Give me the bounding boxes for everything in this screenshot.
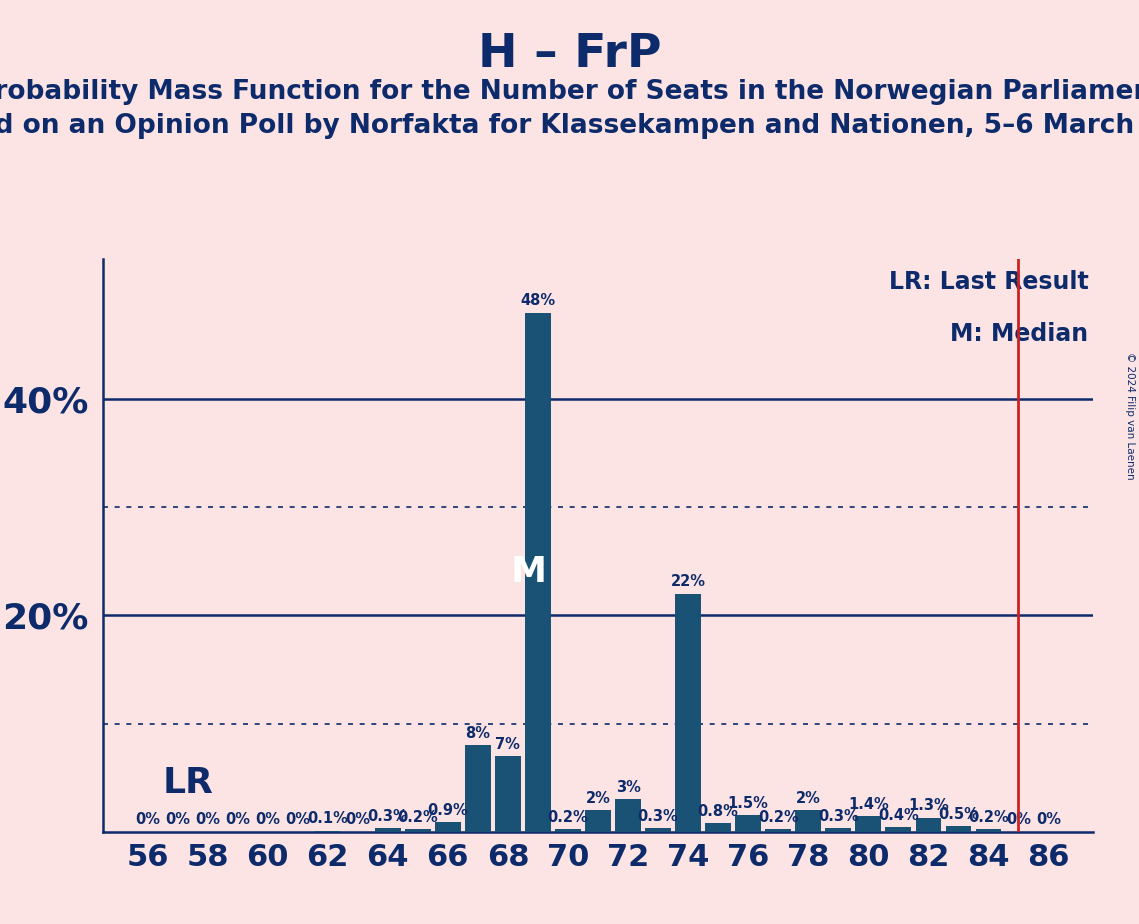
Text: 0.5%: 0.5% — [937, 807, 978, 821]
Bar — [615, 799, 641, 832]
Text: 0%: 0% — [285, 812, 310, 827]
Text: 2%: 2% — [796, 791, 820, 806]
Text: M: Median: M: Median — [950, 322, 1089, 346]
Bar — [705, 823, 731, 832]
Text: 0%: 0% — [165, 812, 190, 827]
Text: LR: Last Result: LR: Last Result — [888, 270, 1089, 294]
Bar — [316, 831, 341, 832]
Bar — [525, 312, 550, 832]
Text: 0%: 0% — [255, 812, 280, 827]
Bar — [945, 826, 972, 832]
Text: 0.3%: 0.3% — [368, 809, 408, 824]
Text: 1.5%: 1.5% — [728, 796, 769, 811]
Text: 8%: 8% — [466, 726, 491, 741]
Text: 48%: 48% — [521, 294, 556, 309]
Text: 0.4%: 0.4% — [878, 808, 919, 823]
Bar — [465, 745, 491, 832]
Text: 1.4%: 1.4% — [847, 797, 888, 812]
Bar — [435, 821, 460, 832]
Text: 7%: 7% — [495, 736, 521, 751]
Text: 0.2%: 0.2% — [968, 810, 1009, 825]
Bar — [585, 810, 611, 832]
Text: 0.3%: 0.3% — [818, 809, 859, 824]
Text: Based on an Opinion Poll by Norfakta for Klassekampen and Nationen, 5–6 March 20: Based on an Opinion Poll by Norfakta for… — [0, 113, 1139, 139]
Bar — [405, 830, 431, 832]
Bar — [885, 827, 911, 832]
Text: © 2024 Filip van Laenen: © 2024 Filip van Laenen — [1125, 352, 1134, 480]
Text: 0%: 0% — [136, 812, 161, 827]
Text: 0.1%: 0.1% — [308, 811, 349, 826]
Text: 0.8%: 0.8% — [698, 804, 738, 819]
Bar — [916, 818, 941, 832]
Text: 0.2%: 0.2% — [548, 810, 589, 825]
Text: 22%: 22% — [671, 575, 705, 590]
Text: 2%: 2% — [585, 791, 611, 806]
Text: 0%: 0% — [345, 812, 370, 827]
Text: 0.2%: 0.2% — [398, 810, 439, 825]
Bar — [736, 815, 761, 832]
Bar — [375, 828, 401, 832]
Text: H – FrP: H – FrP — [477, 32, 662, 78]
Bar — [646, 828, 671, 832]
Bar — [855, 817, 880, 832]
Bar — [826, 828, 851, 832]
Bar — [555, 830, 581, 832]
Text: LR: LR — [163, 766, 213, 800]
Text: 0.9%: 0.9% — [427, 803, 468, 818]
Text: 0%: 0% — [1006, 812, 1031, 827]
Text: 0%: 0% — [195, 812, 220, 827]
Bar — [675, 594, 700, 832]
Text: 0%: 0% — [1035, 812, 1060, 827]
Text: 3%: 3% — [615, 780, 640, 795]
Text: 0.3%: 0.3% — [638, 809, 679, 824]
Bar — [495, 756, 521, 832]
Text: 0%: 0% — [226, 812, 251, 827]
Bar — [765, 830, 790, 832]
Bar — [795, 810, 821, 832]
Bar — [976, 830, 1001, 832]
Text: M: M — [511, 555, 547, 590]
Text: 1.3%: 1.3% — [908, 798, 949, 813]
Text: 0.2%: 0.2% — [757, 810, 798, 825]
Text: Probability Mass Function for the Number of Seats in the Norwegian Parliament: Probability Mass Function for the Number… — [0, 79, 1139, 104]
